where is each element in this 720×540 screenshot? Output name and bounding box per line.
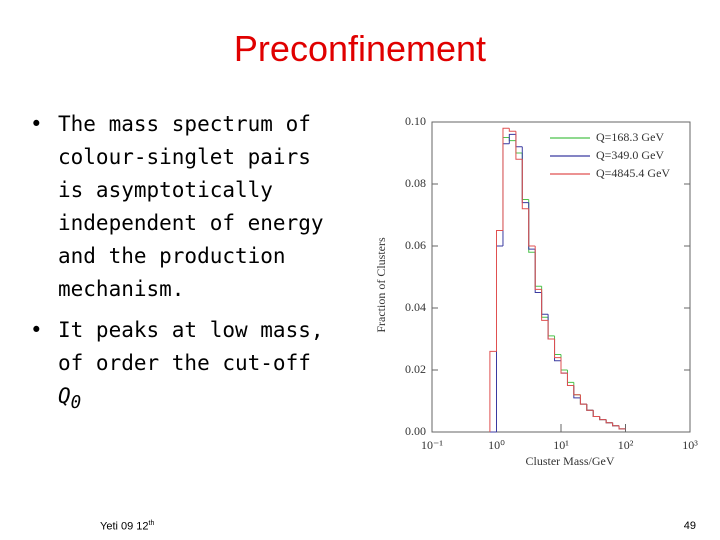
symbol: Q xyxy=(58,384,71,408)
histogram-step xyxy=(612,422,620,427)
histogram-step xyxy=(560,357,568,374)
histogram-step xyxy=(541,286,549,318)
histogram-step xyxy=(521,146,529,204)
histogram-step xyxy=(554,339,561,359)
y-tick-label: 0.04 xyxy=(405,300,426,314)
bullet-text: It peaks at low mass, of order the cut-o… xyxy=(58,318,324,375)
y-axis-label: Fraction of Clusters xyxy=(374,237,388,333)
histogram-step xyxy=(579,394,587,405)
histogram-step xyxy=(592,410,600,417)
y-tick-label: 0.10 xyxy=(405,114,426,128)
histogram-step xyxy=(566,373,574,386)
histogram-step xyxy=(560,360,568,374)
histogram-step xyxy=(508,128,516,132)
histogram-step xyxy=(618,425,626,430)
histogram-step xyxy=(560,354,568,371)
histogram-step xyxy=(528,208,536,247)
histogram-step xyxy=(502,143,510,246)
histogram-step xyxy=(547,317,555,337)
histogram-step xyxy=(521,159,529,210)
histogram-step xyxy=(496,230,503,352)
chart: Fraction of Clusters Cluster Mass/GeV 0.… xyxy=(374,114,698,468)
histogram-step xyxy=(547,314,555,340)
histogram-step xyxy=(502,137,510,231)
histogram-step xyxy=(541,292,549,315)
histogram-step xyxy=(528,202,536,250)
histogram-step xyxy=(573,382,581,396)
histogram-step xyxy=(541,289,549,321)
subscript: 0 xyxy=(70,393,82,414)
y-tick-label: 0.06 xyxy=(405,238,426,252)
histogram-step xyxy=(554,335,561,355)
histogram-step xyxy=(496,230,503,432)
histogram-step xyxy=(502,127,510,231)
x-tick-label: 10³ xyxy=(682,438,698,452)
histogram-step xyxy=(521,153,529,200)
y-tick-label: 0.02 xyxy=(405,362,426,376)
histogram-step xyxy=(489,350,497,432)
histogram-step xyxy=(534,246,542,290)
histogram-step xyxy=(586,404,594,411)
histogram-step xyxy=(586,404,594,411)
histogram-step xyxy=(605,419,613,424)
histogram-step xyxy=(573,385,581,396)
footer-left: Yeti 09 12th xyxy=(100,520,154,533)
histogram-step xyxy=(586,404,594,411)
legend-label: Q=168.3 GeV xyxy=(596,130,664,144)
bullet: The mass spectrum of colour-singlet pair… xyxy=(28,108,328,306)
histogram-step xyxy=(534,252,542,287)
y-tick-label: 0.00 xyxy=(405,424,426,438)
page-number: 49 xyxy=(683,520,696,532)
legend-label: Q=4845.4 GeV xyxy=(596,166,670,180)
histogram-step xyxy=(496,245,503,432)
x-tick-label: 10⁻¹ xyxy=(421,438,443,452)
histogram-step xyxy=(566,373,574,386)
histogram-step xyxy=(579,394,587,405)
footer-sup: th xyxy=(148,520,155,527)
histogram-step xyxy=(515,134,523,148)
histogram-step xyxy=(592,410,600,417)
histogram-step xyxy=(508,133,516,144)
histogram-step xyxy=(579,397,587,405)
footer-text: Yeti 09 12 xyxy=(100,520,149,533)
bullet: It peaks at low mass, of order the cut-o… xyxy=(28,314,328,420)
histogram-step xyxy=(592,410,600,417)
x-axis-label: Cluster Mass/GeV xyxy=(526,454,615,468)
slide-title: Preconfinement xyxy=(233,28,487,69)
histogram-step xyxy=(508,137,516,142)
histogram-step xyxy=(599,416,607,421)
histogram-step xyxy=(528,199,536,253)
x-tick-label: 10² xyxy=(618,438,634,452)
legend-label: Q=349.0 GeV xyxy=(596,148,664,162)
x-tick-label: 10¹ xyxy=(553,438,569,452)
y-tick-label: 0.08 xyxy=(405,176,426,190)
bullet-text: The mass spectrum of colour-singlet pair… xyxy=(58,112,324,301)
histogram-step xyxy=(515,131,523,160)
histogram-step xyxy=(566,370,574,383)
x-tick-label: 10⁰ xyxy=(488,438,505,452)
histogram-step xyxy=(573,385,581,399)
histogram-step xyxy=(547,320,555,340)
bullet-list: The mass spectrum of colour-singlet pair… xyxy=(28,108,348,428)
